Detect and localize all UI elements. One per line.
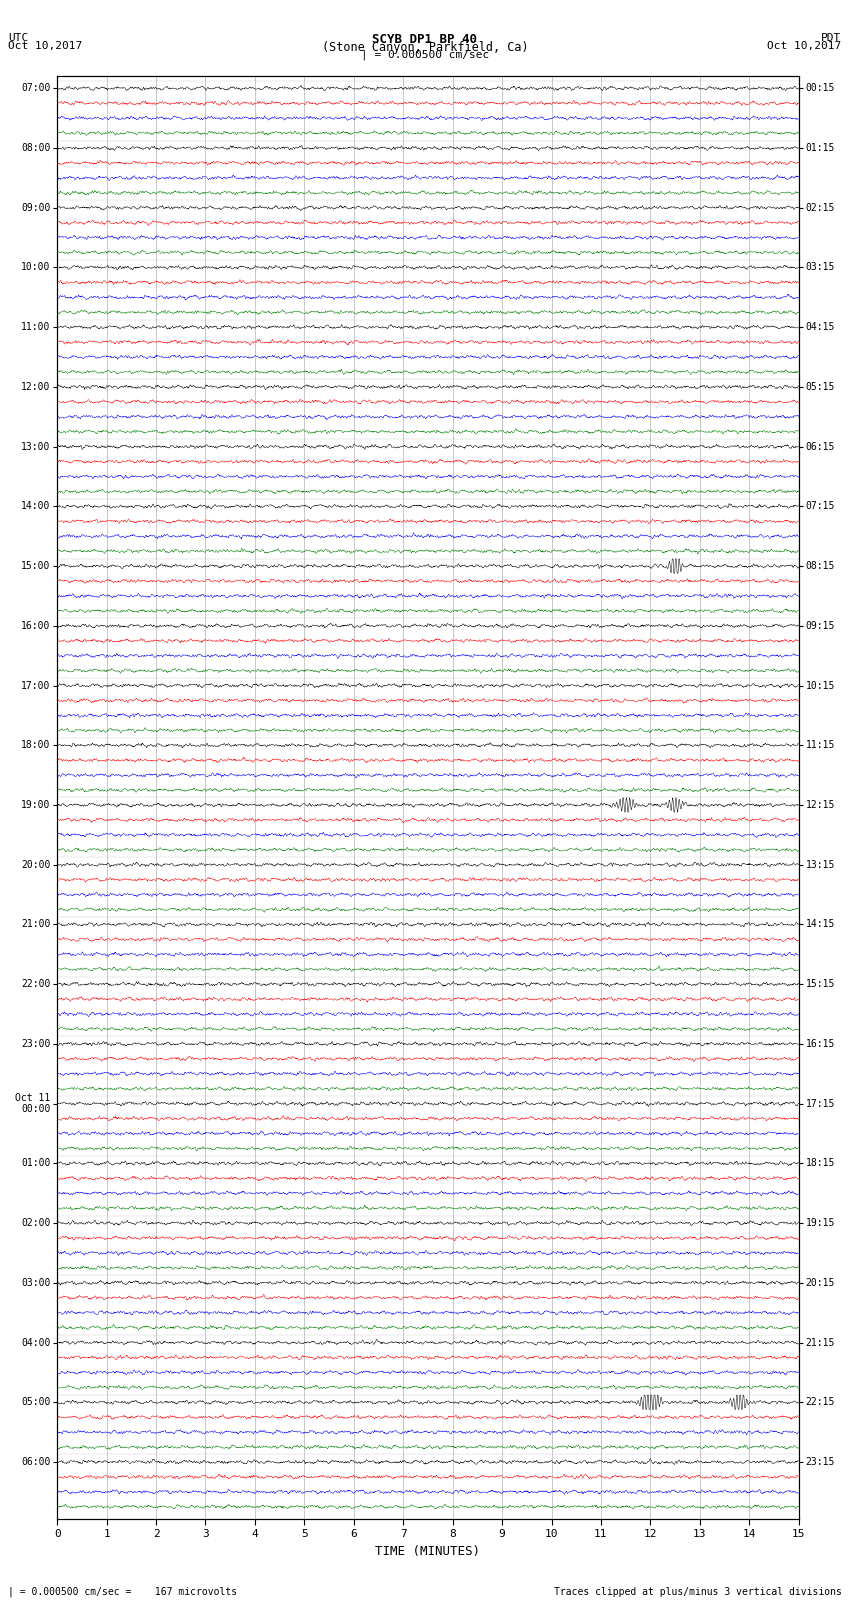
Text: SCYB DP1 BP 40: SCYB DP1 BP 40 [372, 32, 478, 47]
Text: (Stone Canyon, Parkfield, Ca): (Stone Canyon, Parkfield, Ca) [321, 40, 529, 55]
Text: Oct 10,2017: Oct 10,2017 [8, 40, 82, 52]
Text: PDT: PDT [821, 32, 842, 44]
Text: Traces clipped at plus/minus 3 vertical divisions: Traces clipped at plus/minus 3 vertical … [553, 1587, 842, 1597]
X-axis label: TIME (MINUTES): TIME (MINUTES) [376, 1545, 480, 1558]
Text: UTC: UTC [8, 32, 29, 44]
Text: Oct 10,2017: Oct 10,2017 [768, 40, 842, 52]
Text: | = 0.000500 cm/sec: | = 0.000500 cm/sec [361, 50, 489, 60]
Text: | = 0.000500 cm/sec =    167 microvolts: | = 0.000500 cm/sec = 167 microvolts [8, 1586, 238, 1597]
